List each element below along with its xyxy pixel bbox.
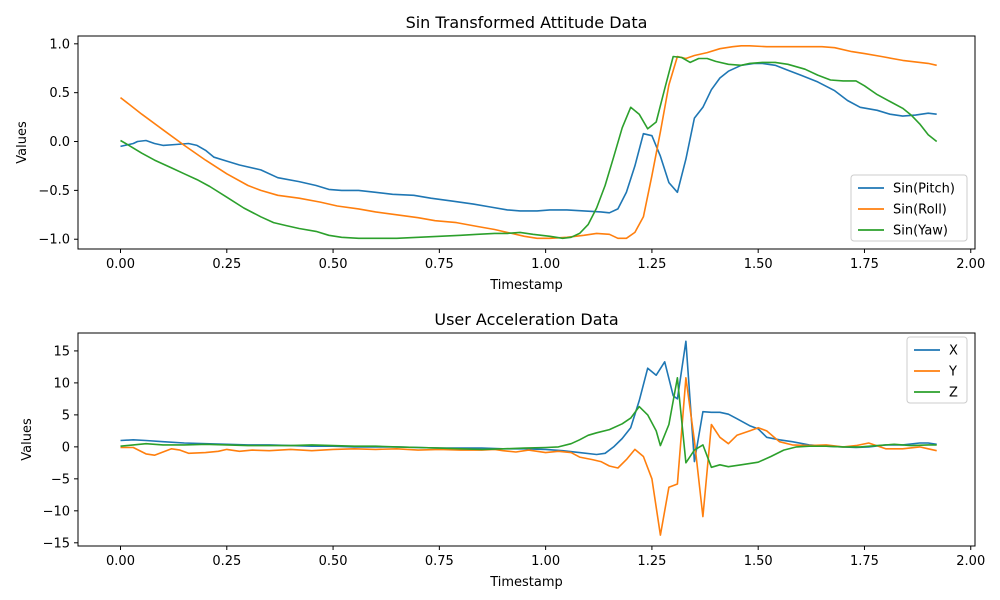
x-tick-label: 0.00 xyxy=(106,257,135,272)
legend-label: Sin(Roll) xyxy=(893,203,947,218)
y-tick-label: 5 xyxy=(62,408,70,423)
y-tick-label: 1.0 xyxy=(49,37,70,52)
plot-frame xyxy=(77,35,976,250)
x-tick-label: 1.50 xyxy=(744,257,773,272)
x-tick-label: 0.75 xyxy=(425,257,454,272)
x-tick-label: 1.25 xyxy=(637,554,666,569)
y-axis-label: Values xyxy=(20,418,35,461)
plot-frame xyxy=(77,332,976,547)
x-tick-label: 1.75 xyxy=(850,257,879,272)
legend-label: Z xyxy=(949,386,958,401)
series-line-sin-roll xyxy=(120,45,937,240)
legend-frame xyxy=(850,174,968,242)
y-tick-label: 15 xyxy=(53,344,70,359)
series-group xyxy=(120,340,937,536)
x-axis-label: Timestamp xyxy=(489,278,563,293)
x-tick-label: 0.25 xyxy=(212,257,241,272)
x-tick-label: 0.00 xyxy=(106,554,135,569)
x-tick-label: 2.00 xyxy=(956,554,985,569)
legend-frame xyxy=(906,336,968,404)
x-tick-label: 1.50 xyxy=(744,554,773,569)
series-line-sin-yaw xyxy=(120,55,938,240)
x-tick-label: 1.00 xyxy=(531,257,560,272)
legend: XYZ xyxy=(906,336,968,404)
series-line-y xyxy=(120,377,937,536)
y-tick-label: −1.0 xyxy=(38,233,70,248)
x-tick-label: 2.00 xyxy=(956,257,985,272)
legend-label: Sin(Pitch) xyxy=(893,182,955,197)
x-axis-label: Timestamp xyxy=(489,575,563,590)
y-tick-label: 0.5 xyxy=(49,86,70,101)
legend: Sin(Pitch) Sin(Roll) Sin(Yaw) xyxy=(850,174,968,242)
y-tick-label: −10 xyxy=(43,504,70,519)
x-tick-label: 1.75 xyxy=(850,554,879,569)
x-tick-label: 0.50 xyxy=(319,554,348,569)
y-tick-label: −5 xyxy=(51,472,70,487)
y-tick-label: 0 xyxy=(62,440,70,455)
series-line-z xyxy=(120,377,937,469)
series-line-sin-pitch xyxy=(120,62,937,214)
acceleration-chart: 0.00 0.25 0.50 0.75 1.00 1.25 1.50 1.75 2.00 −15 −… xyxy=(20,310,985,590)
x-tick-label: 1.25 xyxy=(637,257,666,272)
legend-label: X xyxy=(949,344,958,359)
attitude-chart: 0.00 0.25 0.50 0.75 1.00 1.25 1.50 1.75 2.00 −1.0… xyxy=(15,13,985,293)
y-tick-label: 0.0 xyxy=(49,135,70,150)
chart-title: Sin Transformed Attitude Data xyxy=(406,13,648,32)
series-line-x xyxy=(120,340,937,463)
legend-label: Sin(Yaw) xyxy=(893,224,948,239)
x-tick-label: 0.75 xyxy=(425,554,454,569)
x-tick-label: 0.25 xyxy=(212,554,241,569)
x-tick-label: 0.50 xyxy=(319,257,348,272)
chart-title: User Acceleration Data xyxy=(434,310,618,329)
y-tick-label: 10 xyxy=(53,376,70,391)
legend-label: Y xyxy=(948,365,957,380)
x-tick-label: 1.00 xyxy=(531,554,560,569)
y-tick-label: −15 xyxy=(43,536,70,551)
series-group xyxy=(120,45,938,240)
y-axis-label: Values xyxy=(15,121,30,164)
y-tick-label: −0.5 xyxy=(38,184,70,199)
